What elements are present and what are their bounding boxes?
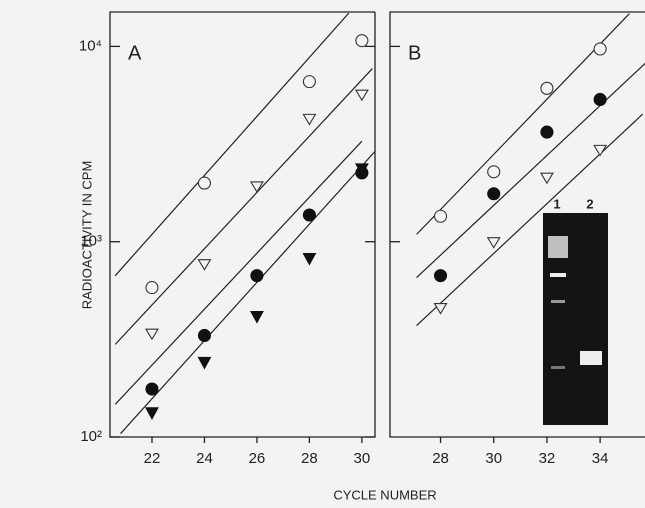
page: RADIOACTIVITY IN CPM CYCLE NUMBER A10²10… bbox=[0, 0, 645, 508]
data-point bbox=[594, 43, 606, 55]
data-point bbox=[488, 166, 500, 178]
x-tick-label: 22 bbox=[144, 450, 161, 467]
gel-band bbox=[548, 236, 568, 258]
x-tick-label: 24 bbox=[196, 450, 213, 467]
figure: RADIOACTIVITY IN CPM CYCLE NUMBER A10²10… bbox=[0, 0, 645, 508]
data-point bbox=[435, 210, 447, 222]
data-point bbox=[488, 188, 500, 200]
data-point bbox=[541, 126, 553, 138]
y-tick-label: 10⁴ bbox=[79, 37, 102, 54]
gel-inset: 1 2 bbox=[543, 196, 608, 425]
gel-band bbox=[550, 273, 566, 277]
data-point bbox=[146, 282, 158, 294]
data-point bbox=[251, 270, 263, 282]
lane-label: 2 bbox=[586, 196, 593, 211]
x-tick-label: 30 bbox=[485, 450, 502, 467]
panel-label: B bbox=[408, 42, 421, 64]
y-tick-label: 10² bbox=[80, 428, 102, 445]
x-axis-label: CYCLE NUMBER bbox=[333, 487, 436, 502]
data-point bbox=[303, 76, 315, 88]
lane-label: 1 bbox=[553, 196, 560, 211]
y-tick-label: 10³ bbox=[80, 233, 102, 250]
data-point bbox=[594, 93, 606, 105]
data-point bbox=[303, 209, 315, 221]
gel-band bbox=[551, 366, 565, 369]
x-tick-label: 28 bbox=[432, 450, 449, 467]
x-tick-label: 34 bbox=[592, 450, 609, 467]
x-tick-label: 32 bbox=[539, 450, 556, 467]
gel-band bbox=[551, 300, 565, 303]
gel-band bbox=[580, 351, 602, 365]
data-point bbox=[435, 270, 447, 282]
x-tick-label: 26 bbox=[249, 450, 266, 467]
x-tick-label: 30 bbox=[354, 450, 371, 467]
data-point bbox=[198, 177, 210, 189]
x-tick-label: 28 bbox=[301, 450, 318, 467]
data-point bbox=[198, 329, 210, 341]
data-point bbox=[356, 35, 368, 47]
data-point bbox=[541, 82, 553, 94]
panel-label: A bbox=[128, 42, 142, 64]
data-point bbox=[146, 383, 158, 395]
